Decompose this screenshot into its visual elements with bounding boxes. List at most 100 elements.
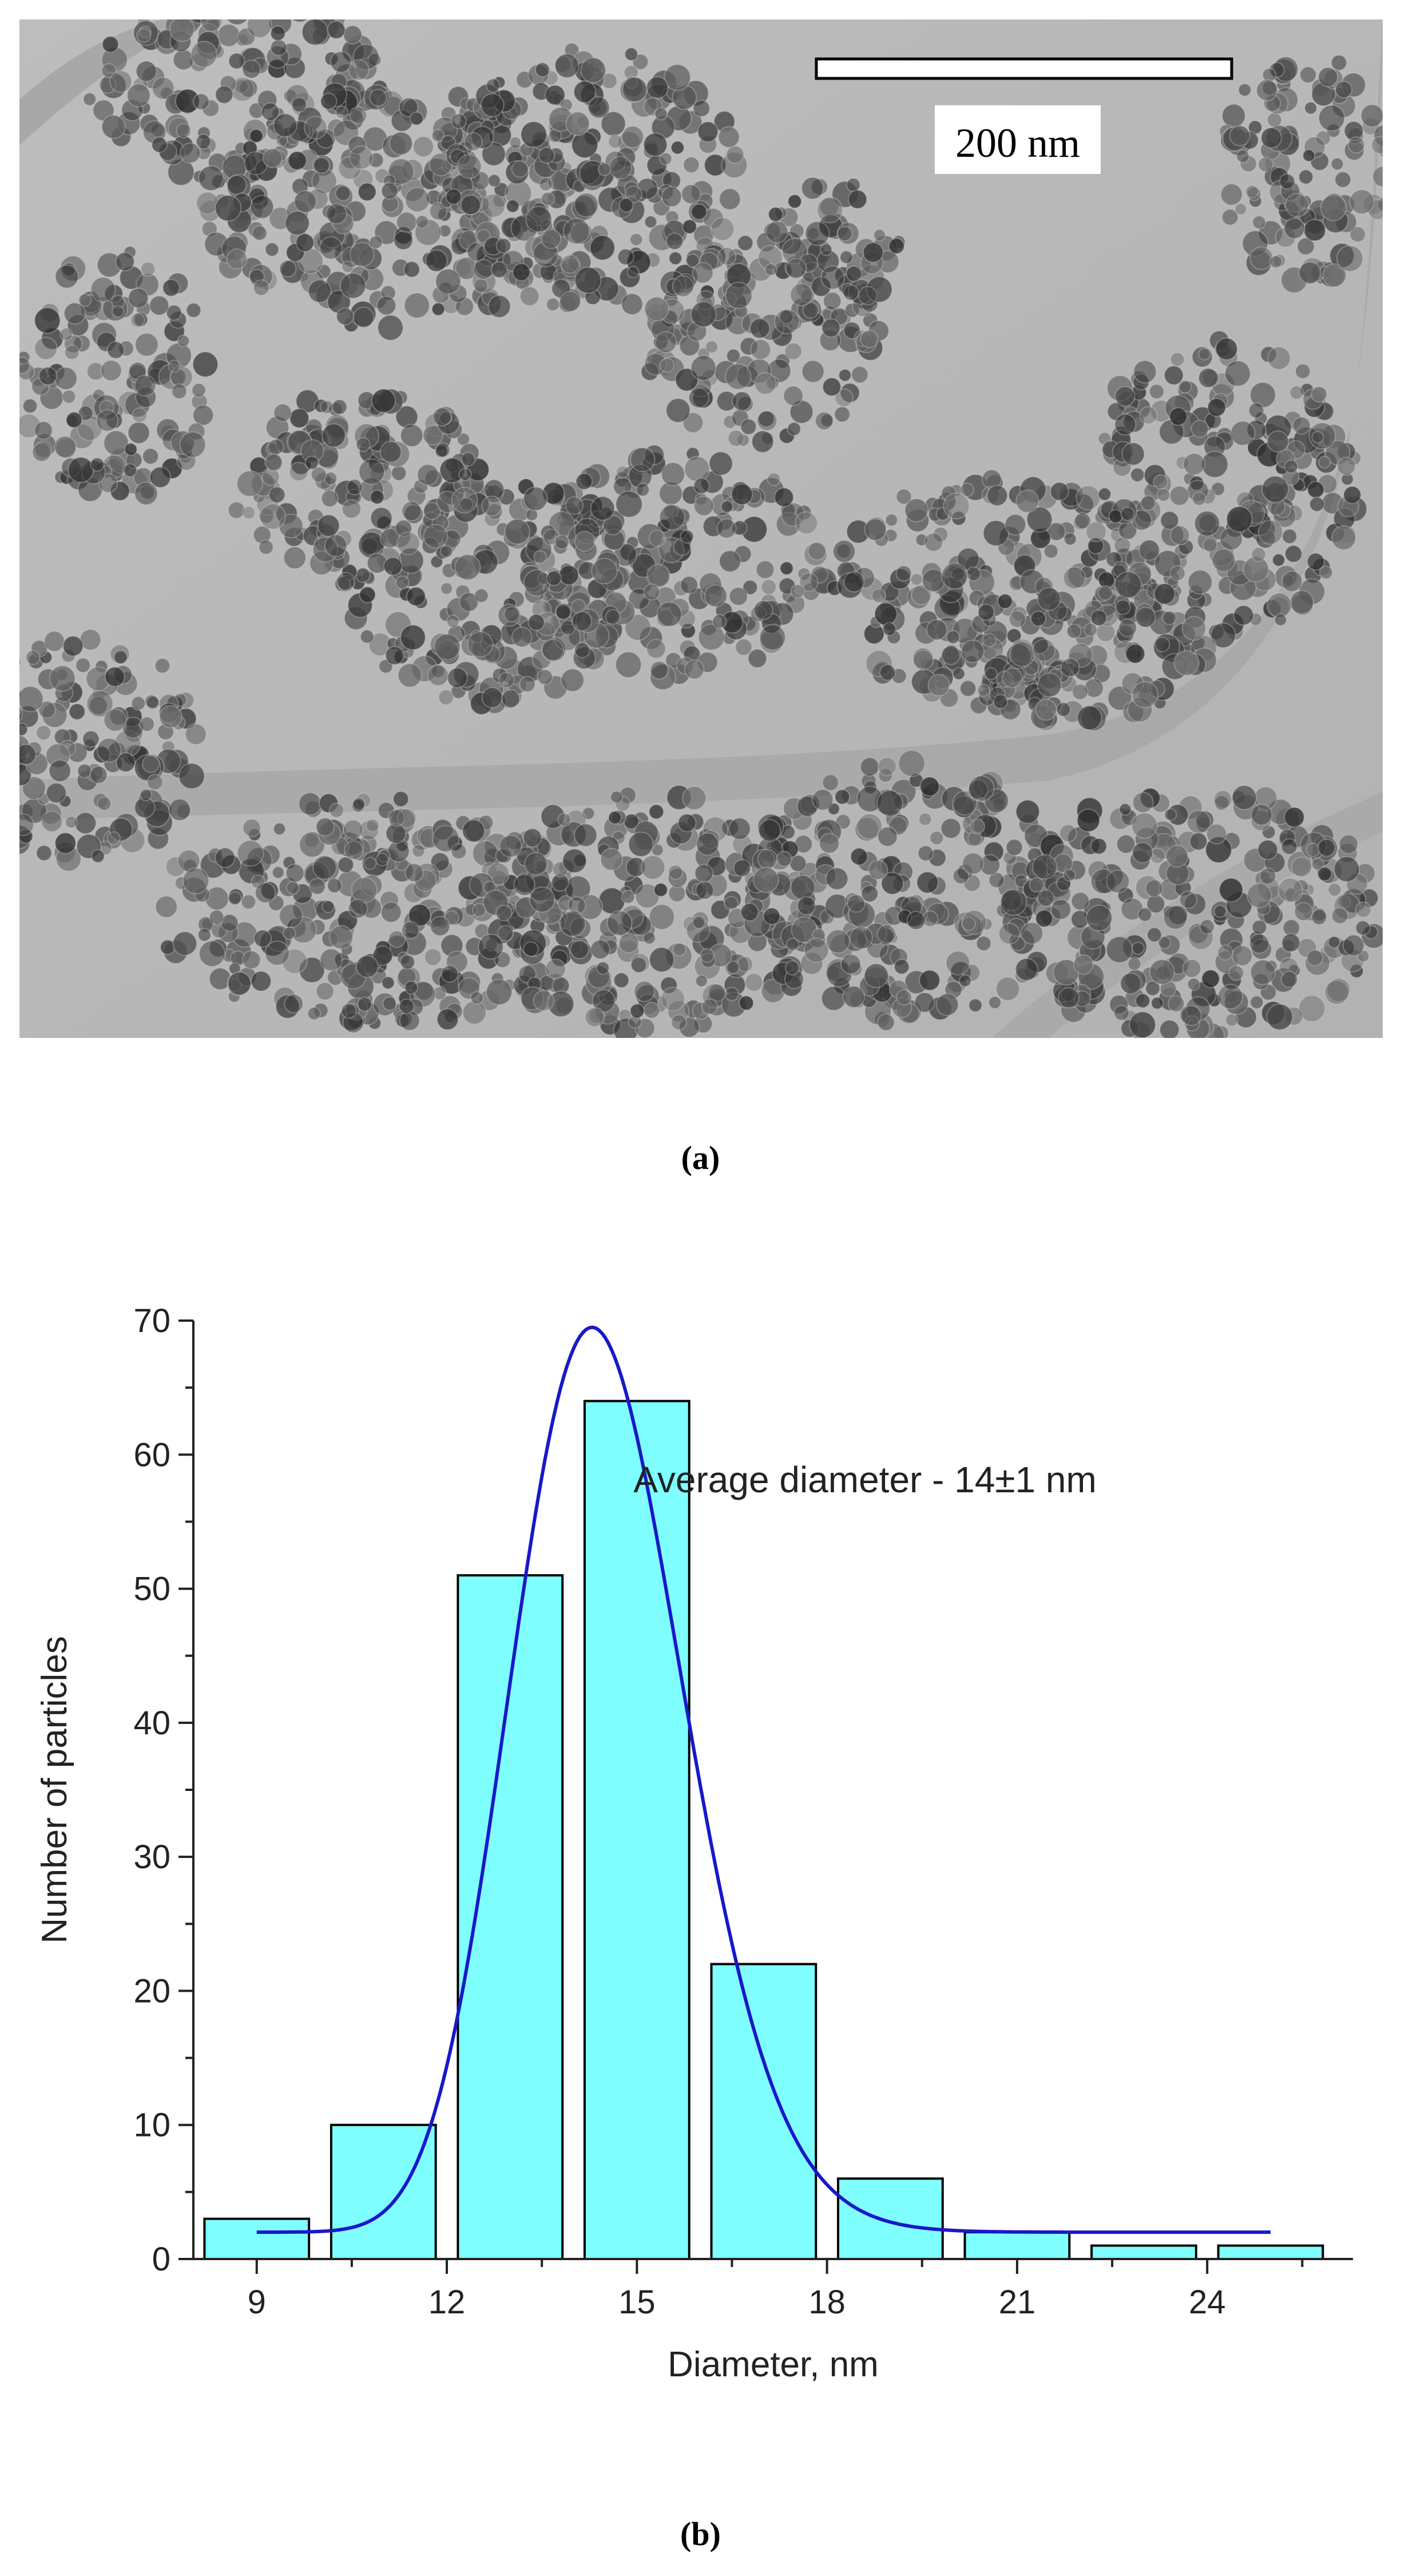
nanoparticle: [684, 455, 711, 482]
nanoparticle: [438, 689, 454, 706]
y-axis-label: Number of particles: [35, 1636, 74, 1944]
nanoparticle: [839, 250, 854, 264]
nanoparticle: [790, 875, 816, 900]
nanoparticle: [618, 197, 634, 213]
nanoparticle: [1198, 367, 1219, 389]
nanoparticle: [644, 444, 665, 466]
nanoparticle: [911, 584, 932, 605]
nanoparticle: [427, 664, 449, 687]
nanoparticle: [457, 432, 470, 446]
nanoparticle: [1125, 644, 1145, 664]
nanoparticle: [64, 344, 80, 360]
nanoparticle: [425, 249, 448, 272]
nanoparticle: [217, 23, 241, 47]
nanoparticle: [177, 334, 190, 348]
nanoparticle: [922, 568, 946, 593]
nanoparticle: [533, 990, 555, 1012]
nanoparticle: [997, 593, 1013, 609]
nanoparticle: [695, 974, 708, 988]
nanoparticle: [519, 676, 536, 693]
nanoparticle: [378, 659, 394, 674]
nanoparticle: [1280, 970, 1298, 988]
nanoparticle: [247, 19, 272, 38]
nanoparticle: [348, 59, 370, 81]
nanoparticle: [393, 230, 414, 251]
nanoparticle: [41, 810, 63, 833]
nanoparticle: [409, 111, 424, 126]
nanoparticle: [995, 976, 1021, 1001]
nanoparticle: [371, 388, 396, 413]
nanoparticle: [227, 971, 252, 996]
nanoparticle: [227, 175, 247, 195]
nanoparticle: [1220, 183, 1243, 206]
nanoparticle: [1114, 413, 1137, 436]
nanoparticle: [249, 195, 274, 219]
nanoparticle: [1058, 986, 1080, 1009]
nanoparticle: [387, 840, 410, 863]
nanoparticle: [589, 235, 616, 261]
nanoparticle: [90, 276, 116, 303]
nanoparticle: [423, 502, 441, 520]
nanoparticle: [1311, 909, 1327, 925]
nanoparticle: [307, 1006, 321, 1021]
nanoparticle: [605, 609, 621, 625]
nanoparticle: [640, 855, 666, 880]
nanoparticle: [1215, 337, 1238, 360]
nanoparticle: [387, 809, 406, 827]
nanoparticle: [1015, 489, 1039, 513]
nanoparticle: [1311, 431, 1324, 444]
nanoparticle: [1121, 442, 1145, 466]
nanoparticle: [1137, 907, 1153, 922]
nanoparticle: [473, 278, 489, 294]
nanoparticle: [732, 391, 752, 411]
nanoparticle: [1059, 824, 1078, 843]
nanoparticle: [1179, 890, 1198, 909]
nanoparticle: [1150, 996, 1164, 1010]
panel-a-caption: (a): [681, 1139, 720, 1176]
nanoparticle: [946, 630, 961, 644]
nanoparticle: [747, 648, 768, 668]
nanoparticle: [816, 196, 843, 224]
nanoparticle: [366, 818, 380, 833]
nanoparticle: [273, 113, 297, 138]
nanoparticle: [712, 614, 727, 629]
nanoparticle: [1371, 136, 1383, 154]
nanoparticle: [171, 383, 188, 399]
nanoparticle: [352, 797, 366, 811]
nanoparticle: [1115, 599, 1131, 615]
nanoparticle: [839, 382, 860, 403]
nanoparticle: [538, 146, 555, 164]
nanoparticle: [344, 840, 364, 861]
nanoparticle: [1201, 969, 1220, 988]
nanoparticle: [1292, 416, 1311, 435]
nanoparticle: [832, 540, 856, 563]
nanoparticle: [1238, 83, 1252, 97]
nanoparticle: [289, 408, 309, 429]
nanoparticle: [348, 898, 368, 919]
nanoparticle: [609, 156, 632, 180]
nanoparticle: [343, 819, 363, 840]
nanoparticle: [1333, 856, 1360, 882]
nanoparticle: [462, 1000, 487, 1025]
nanoparticle: [341, 564, 358, 580]
nanoparticle: [401, 921, 420, 940]
nanoparticle: [1181, 1005, 1202, 1027]
nanoparticle: [1071, 683, 1089, 700]
nanoparticle: [304, 455, 319, 470]
nanoparticle: [1153, 582, 1176, 605]
nanoparticle: [843, 284, 859, 301]
nanoparticle: [789, 283, 813, 307]
nanoparticle: [968, 998, 983, 1013]
nanoparticle: [376, 295, 396, 316]
nanoparticle: [716, 518, 737, 539]
histogram-bar: [203, 2217, 311, 2260]
nanoparticle: [1331, 54, 1347, 71]
nanoparticle: [104, 666, 125, 687]
nanoparticle: [289, 462, 309, 482]
nanoparticle: [574, 530, 596, 552]
nanoparticle: [1005, 838, 1023, 857]
nanoparticle: [169, 19, 195, 42]
nanoparticle: [262, 148, 283, 169]
nanoparticle: [139, 716, 155, 732]
nanoparticle: [1343, 486, 1362, 505]
